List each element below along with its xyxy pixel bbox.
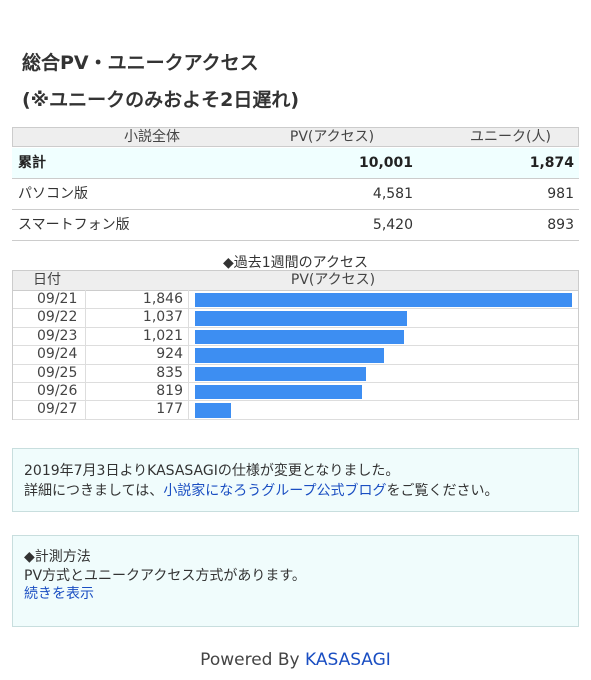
bar xyxy=(195,403,232,418)
notice-text: 詳細につきましては、小説家になろうグループ公式ブログをご覧ください。 xyxy=(24,480,498,500)
date-cell: 09/23 xyxy=(37,327,78,344)
footer-text: Powered By xyxy=(200,650,300,670)
header-cell: 日付 xyxy=(33,272,61,288)
date-cell: 09/24 xyxy=(37,346,78,363)
bar xyxy=(195,348,384,363)
row-label: 累計 xyxy=(18,155,46,171)
more-link[interactable]: 続きを表示 xyxy=(24,586,94,602)
col-divider xyxy=(188,290,189,420)
unique-cell: 981 xyxy=(547,186,574,202)
date-cell: 09/27 xyxy=(37,401,78,418)
footer-link[interactable]: KASASAGI xyxy=(304,650,391,670)
method-box: ◆計測方法 PV方式とユニークアクセス方式があります。 続きを表示 xyxy=(12,535,579,627)
summary-row xyxy=(12,179,579,210)
bar xyxy=(195,329,404,345)
header-cell: PV(アクセス) xyxy=(289,129,375,145)
notice-text: 2019年7月3日よりKASASAGIの仕様が変更となりました。 xyxy=(24,463,400,479)
col-divider xyxy=(85,290,86,420)
blog-link[interactable]: 小説家になろうグループ公式ブログ xyxy=(163,483,387,499)
method-title: ◆計測方法 xyxy=(24,549,91,565)
pv-cell: 819 xyxy=(156,383,183,399)
pv-cell: 1,021 xyxy=(142,327,183,344)
header-row xyxy=(12,127,579,147)
notice-box: 2019年7月3日よりKASASAGIの仕様が変更となりました。 詳細につきまし… xyxy=(12,448,579,512)
summary-table: 小説全体 PV(アクセス) ユニーク(人) 累計 10,001 1,874 パソコン版 4,5… xyxy=(12,127,579,241)
row-label: スマートフォン版 xyxy=(18,217,130,233)
summary-row xyxy=(12,148,579,179)
header-cell: PV(アクセス) xyxy=(290,272,376,288)
pv-cell: 924 xyxy=(156,346,183,363)
weekly-title: ◆過去1週間のアクセス xyxy=(223,255,368,271)
unique-cell: 893 xyxy=(547,217,574,233)
footer: Powered By KASASAGI xyxy=(0,650,591,670)
notice-text: 詳細につきましては、 xyxy=(24,483,164,499)
pv-cell: 177 xyxy=(156,401,183,418)
pv-cell: 10,001 xyxy=(358,155,413,171)
title: (※ユニークのみおよそ2日遅れ) xyxy=(22,89,300,111)
title: 総合PV・ユニークアクセス xyxy=(22,52,259,74)
pv-cell: 5,420 xyxy=(372,217,413,233)
header-row xyxy=(13,271,578,291)
date-cell: 09/25 xyxy=(37,364,78,381)
pv-cell: 1,037 xyxy=(142,309,183,326)
bar xyxy=(195,366,366,381)
summary-row xyxy=(12,210,579,241)
method-text: PV方式とユニークアクセス方式があります。 xyxy=(24,568,306,584)
pv-cell: 4,581 xyxy=(372,186,413,202)
date-cell: 09/21 xyxy=(37,291,78,307)
row-label: パソコン版 xyxy=(18,186,88,202)
weekly-table: 日付 PV(アクセス) 09/21 1,846 09/22 1,037 09/23 1,021… xyxy=(12,270,579,420)
bar xyxy=(195,293,572,308)
row-line xyxy=(13,400,578,402)
header-cell: 小説全体 xyxy=(124,129,180,145)
row-line xyxy=(13,382,578,383)
pv-cell: 1,846 xyxy=(142,291,183,307)
row-line xyxy=(13,418,578,420)
row-line xyxy=(13,345,578,347)
bar xyxy=(195,311,407,326)
header-cell: ユニーク(人) xyxy=(470,129,551,145)
bar xyxy=(195,385,363,400)
row-line xyxy=(13,363,578,365)
date-cell: 09/22 xyxy=(37,309,78,326)
row-line xyxy=(13,308,578,310)
row-line xyxy=(13,326,578,328)
pv-cell: 835 xyxy=(156,364,183,381)
notice-text: をご覧ください。 xyxy=(386,483,499,499)
unique-cell: 1,874 xyxy=(529,155,574,171)
date-cell: 09/26 xyxy=(37,383,78,399)
